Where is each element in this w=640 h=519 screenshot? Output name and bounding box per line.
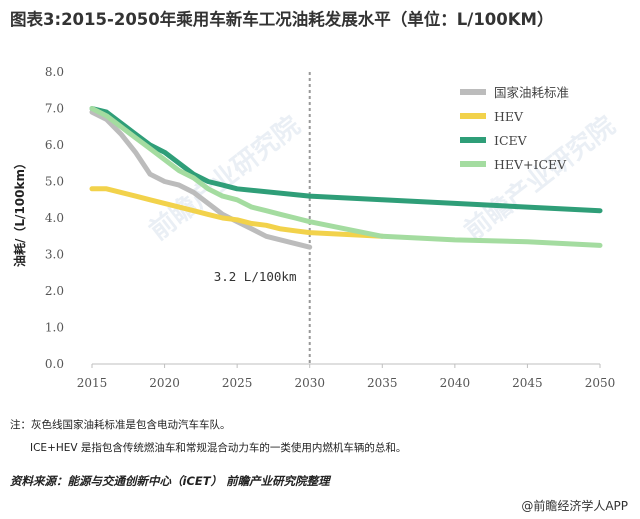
x-tick-label: 2035 [367, 376, 398, 390]
x-tick-label: 2020 [149, 376, 180, 390]
series-line-0 [89, 109, 313, 250]
page-title: 图表3:2015-2050年乘用车新车工况油耗发展水平（单位：L/100KM） [10, 10, 554, 29]
y-axis-title: 油耗/（L/100km） [12, 157, 27, 267]
annotation-label: 3.2 L/100km [214, 269, 297, 284]
x-tick-label: 2025 [222, 376, 253, 390]
x-tick-label: 2045 [512, 376, 543, 390]
legend-label: ICEV [494, 133, 528, 148]
x-tick-label: 2030 [294, 376, 325, 390]
series-line-2 [89, 106, 603, 214]
brand-mark: @前瞻经济学人APP [521, 499, 628, 513]
y-tick-label: 6.0 [45, 138, 64, 152]
series-line-1 [89, 186, 385, 239]
y-tick-label: 1.0 [45, 321, 64, 335]
y-tick-label: 2.0 [45, 284, 64, 298]
x-tick-label: 2040 [440, 376, 471, 390]
legend-label: HEV [494, 109, 524, 124]
y-tick-label: 5.0 [45, 175, 64, 189]
y-tick-label: 8.0 [45, 65, 64, 79]
y-tick-label: 4.0 [45, 211, 64, 225]
data-source: 资料来源：能源与交通创新中心（iCET） 前瞻产业研究院整理 [10, 474, 330, 488]
x-tick-label: 2050 [585, 376, 616, 390]
y-tick-label: 7.0 [45, 102, 64, 116]
x-tick-label: 2015 [77, 376, 108, 390]
y-tick-label: 3.0 [45, 248, 64, 262]
chart-note-1: 注：灰色线国家油耗标准是包含电动汽车车队。 [10, 419, 231, 431]
watermark-text: 前瞻产业研究院 [459, 110, 622, 246]
y-tick-label: 0.0 [45, 357, 64, 371]
series-line-3 [89, 106, 603, 248]
chart-note-2: ICE+HEV 是指包含传统燃油车和常规混合动力车的一类使用内燃机车辆的总和。 [30, 442, 407, 454]
legend-label: 国家油耗标准 [494, 85, 569, 100]
legend-label: HEV+ICEV [494, 157, 567, 172]
watermark-text: 前瞻产业研究院 [144, 110, 307, 246]
